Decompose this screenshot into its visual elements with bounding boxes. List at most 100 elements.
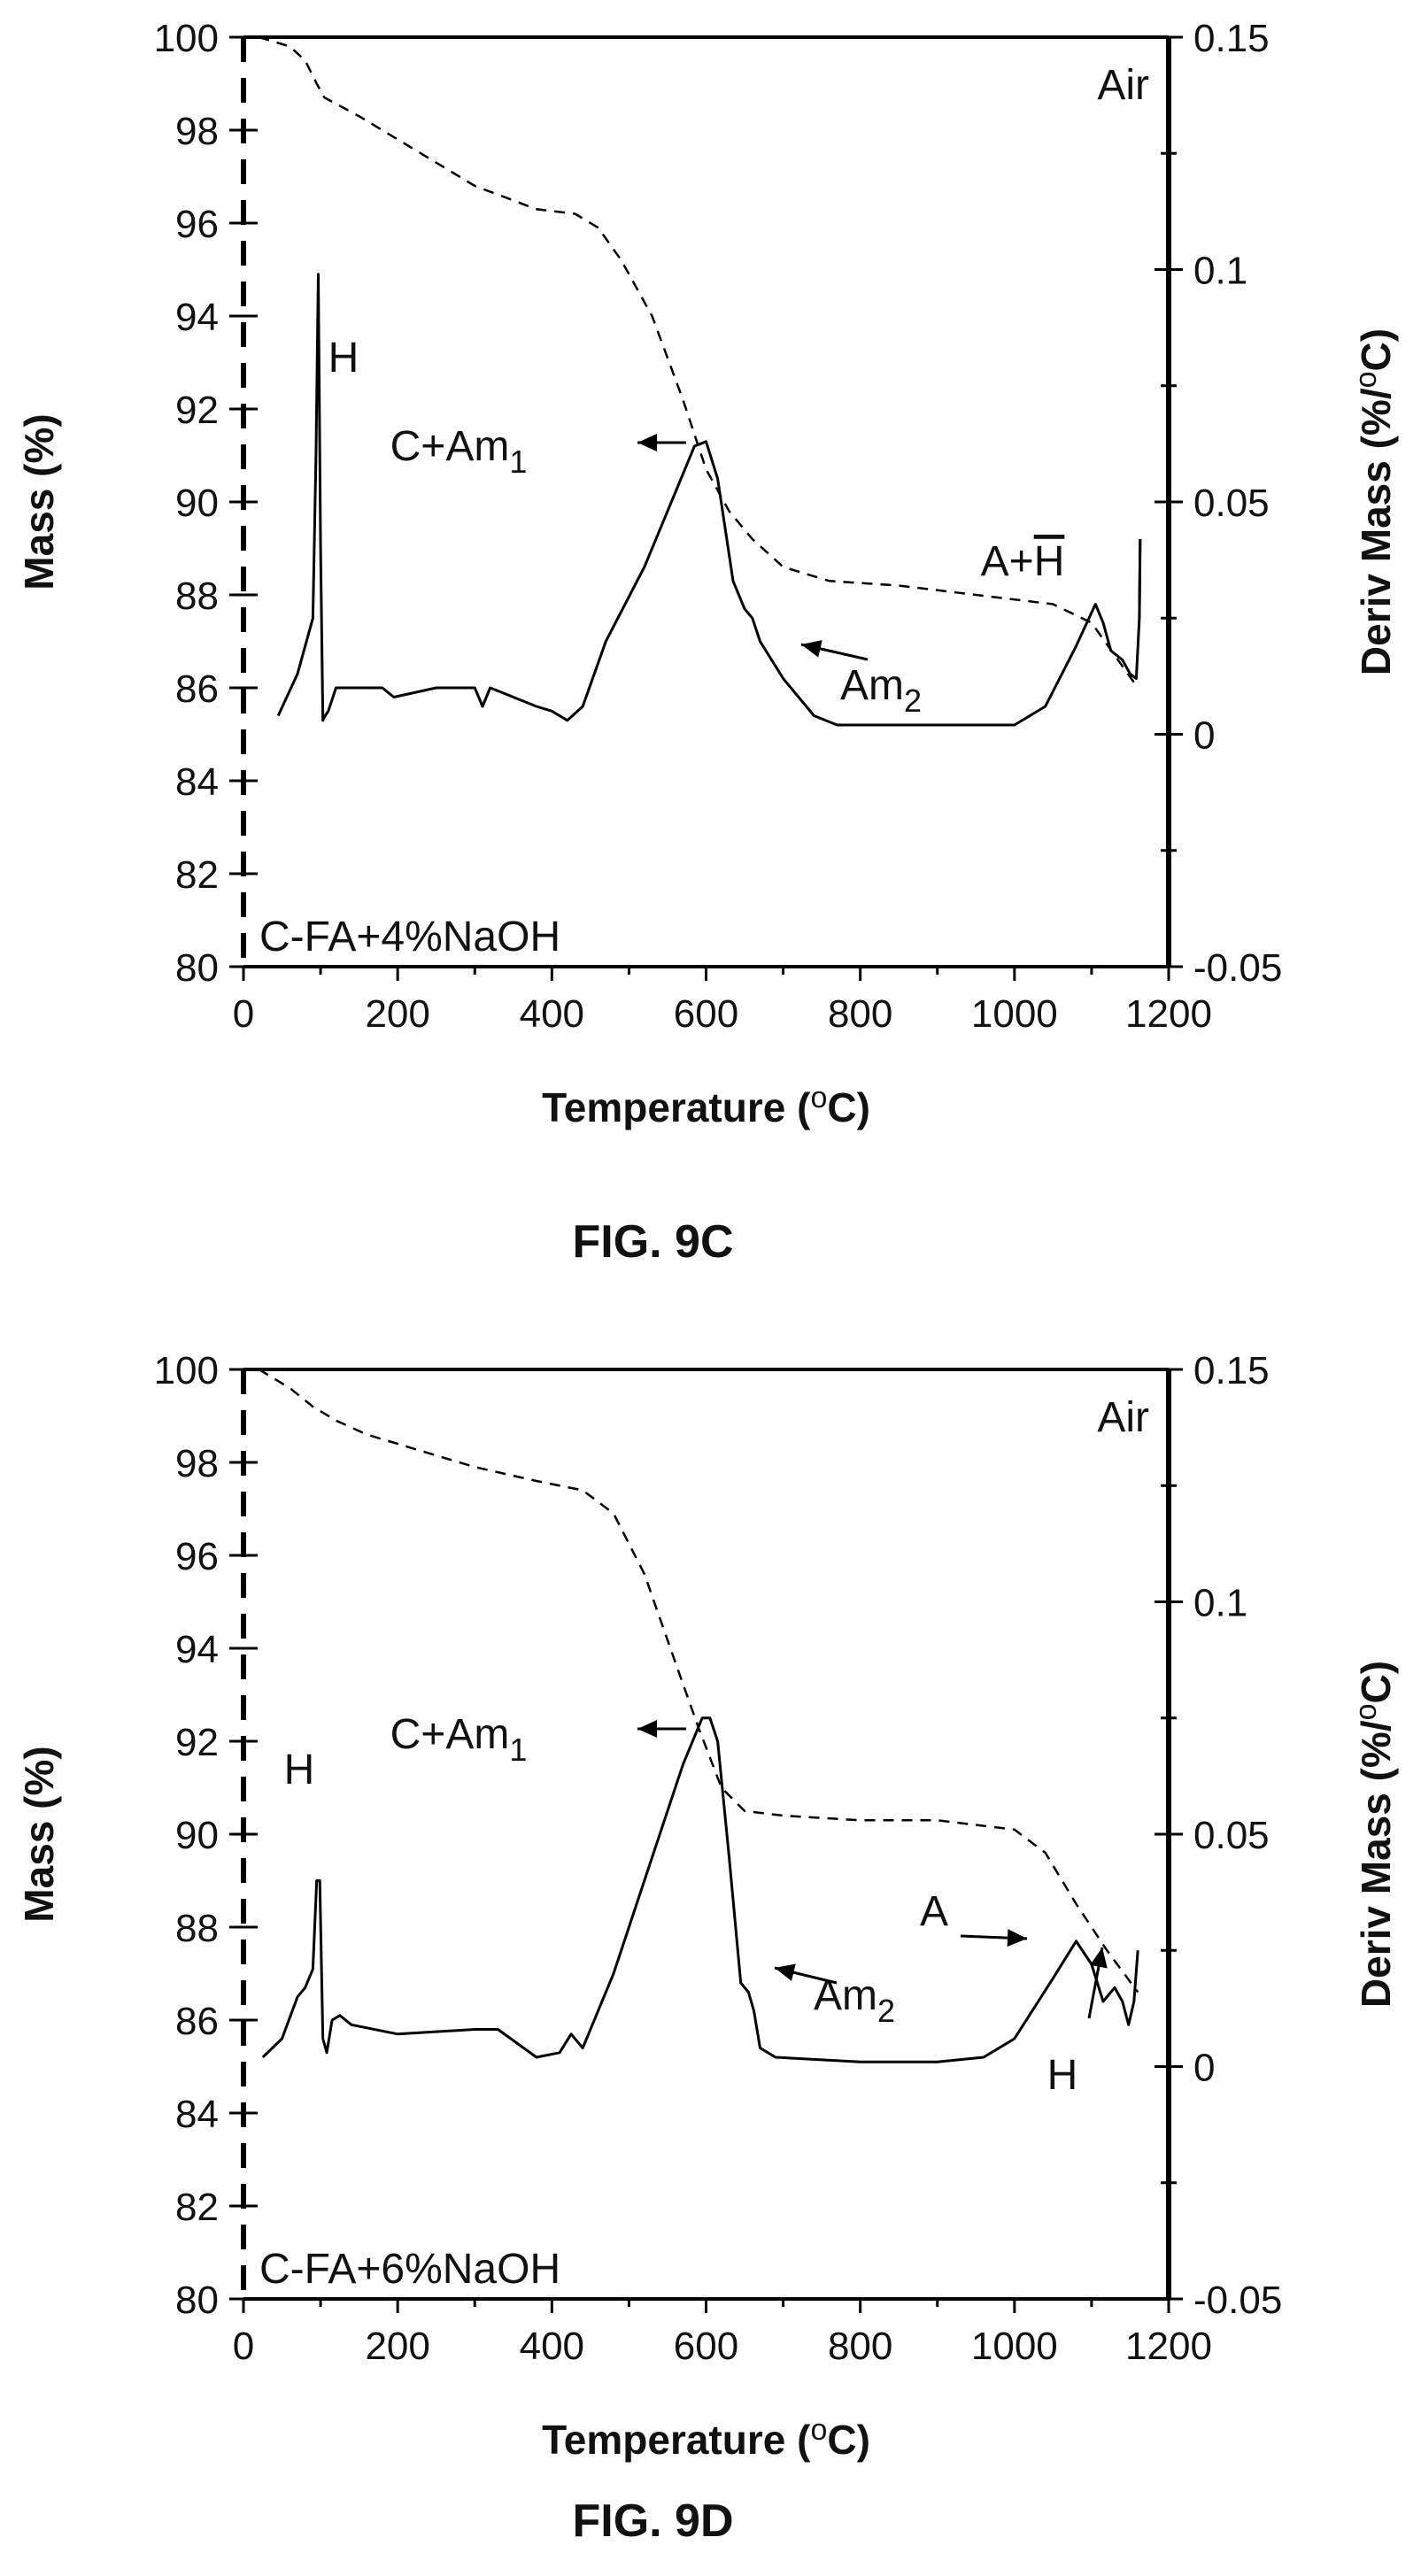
y-right-tick-label: 0.1 [1193, 1582, 1247, 1625]
peak-annotation-subscript: 2 [877, 1993, 895, 2029]
y-left-tick-label: 94 [175, 1628, 219, 1671]
y-right-tick-label: -0.05 [1193, 2279, 1282, 2322]
x-tick-label: 400 [520, 992, 584, 1036]
peak-annotation-subscript: 1 [509, 1731, 527, 1768]
y-right-axis-label-unit: C) [1353, 328, 1399, 372]
peak-annotation-subscript: 2 [904, 683, 922, 719]
deriv-mass-curve-solid [276, 273, 1142, 727]
y-left-axis-label: Mass (%) [16, 413, 62, 590]
peak-annotation-text: H [328, 335, 359, 382]
x-axis-label-degree: o [810, 2413, 827, 2447]
y-left-tick-label: 86 [175, 667, 219, 711]
y-left-tick-label: 90 [175, 1814, 219, 1857]
y-right-tick-label: 0.05 [1193, 482, 1270, 525]
x-axis-label-degree: o [810, 1081, 827, 1114]
mass-curve-dashed [258, 1368, 1139, 1994]
x-axis-label-unit: C) [827, 1084, 870, 1130]
deriv-mass-tail [1138, 538, 1142, 619]
peak-annotation-overbar-letter: H [1034, 538, 1065, 585]
peak-annotation-subscript: 1 [509, 443, 527, 480]
mass-curve-dashed [259, 35, 1139, 689]
sample-label: C-FA+4%NaOH [259, 914, 560, 960]
y-left-tick-label: 100 [154, 1349, 219, 1392]
y-right-axis-label-degree: o [1349, 371, 1383, 388]
y-left-axis-label: Mass (%) [16, 1746, 62, 1922]
deriv-mass-curve-solid [261, 1716, 1139, 2063]
y-right-tick-label: -0.05 [1193, 946, 1282, 990]
figure-label: FIG. 9C [572, 1216, 733, 1268]
x-tick-label: 0 [233, 992, 254, 1036]
y-right-axis-label-degree: o [1349, 1703, 1383, 1720]
y-left-tick-label: 84 [175, 760, 219, 804]
y-right-axis-label: Deriv Mass (%/oC) [1349, 328, 1399, 675]
x-tick-label: 1000 [971, 992, 1058, 1036]
y-right-axis-label-unit: C) [1353, 1661, 1399, 1704]
y-left-tick-label: 84 [175, 2093, 219, 2136]
peak-annotation: H [1047, 2052, 1078, 2099]
chart-panel-9c: 0 200 400 600 800 1000 12008082848688909294969… [16, 17, 1399, 1268]
x-tick-label: 1000 [971, 2325, 1058, 2368]
y-left-tick-label: 96 [175, 203, 219, 246]
peak-annotation-text: C+Am [390, 423, 510, 470]
peak-annotation: A+H [981, 538, 1065, 585]
peak-annotation-text: Am [840, 662, 904, 709]
y-right-tick-label: 0.15 [1193, 1349, 1270, 1392]
x-tick-label: 800 [828, 992, 892, 1036]
y-left-tick-label: 88 [175, 1907, 219, 1950]
x-axis-label-main: Temperature ( [542, 2417, 811, 2463]
x-axis-label: Temperature (oC) [542, 2413, 870, 2463]
peak-annotation: A [920, 1888, 948, 1935]
y-right-tick-label: 0.05 [1193, 1814, 1270, 1857]
chart-panel-9d: 0 200 400 600 800 1000 12008082848688909294969… [16, 1349, 1399, 2547]
x-tick-label: 800 [828, 2325, 892, 2368]
y-left-tick-label: 92 [175, 1721, 219, 1764]
peak-annotation-text: H [284, 1747, 315, 1793]
y-right-axis-label-main: Deriv Mass (%/ [1353, 388, 1399, 675]
y-left-tick-label: 80 [175, 2279, 219, 2322]
peak-annotation: H [328, 335, 359, 382]
peak-annotation: Am2 [840, 662, 922, 719]
peak-annotation-text: C+Am [390, 1711, 510, 1758]
atmosphere-label: Air [1097, 1394, 1149, 1441]
peak-annotation-text: A+ [981, 538, 1034, 585]
x-axis-label-unit: C) [827, 2417, 870, 2463]
peak-annotation: C+Am1 [390, 1711, 528, 1768]
y-left-tick-label: 88 [175, 575, 219, 618]
sample-label: C-FA+6%NaOH [259, 2246, 560, 2293]
y-left-tick-label: 100 [154, 17, 219, 60]
annotation-arrowhead [637, 434, 657, 451]
x-tick-label: 200 [365, 992, 429, 1036]
x-tick-label: 200 [365, 2325, 429, 2368]
annotation-arrowhead [1007, 1929, 1027, 1947]
y-right-tick-label: 0.15 [1193, 17, 1270, 60]
x-tick-label: 400 [520, 2325, 584, 2368]
y-left-tick-label: 92 [175, 389, 219, 432]
x-tick-label: 0 [233, 2325, 254, 2368]
y-left-tick-label: 98 [175, 110, 219, 153]
y-left-tick-label: 90 [175, 482, 219, 525]
y-right-tick-label: 0 [1193, 714, 1215, 758]
x-axis-label-main: Temperature ( [542, 1084, 811, 1130]
y-left-tick-label: 94 [175, 296, 219, 339]
y-right-tick-label: 0.1 [1193, 250, 1247, 293]
atmosphere-label: Air [1097, 62, 1149, 109]
annotation-arrowhead [1090, 1947, 1108, 1969]
figure-label: FIG. 9D [572, 2495, 733, 2547]
y-left-tick-label: 82 [175, 2186, 219, 2229]
annotation-arrowhead [775, 1963, 796, 1981]
x-tick-label: 1200 [1125, 992, 1212, 1036]
x-tick-label: 600 [674, 2325, 738, 2368]
peak-annotation-text: A [920, 1888, 948, 1935]
y-left-tick-label: 96 [175, 1535, 219, 1578]
peak-annotation: C+Am1 [390, 423, 528, 480]
y-left-tick-label: 80 [175, 946, 219, 990]
peak-annotation: H [284, 1747, 315, 1793]
y-right-axis-label: Deriv Mass (%/oC) [1349, 1661, 1399, 2008]
y-right-axis-label-main: Deriv Mass (%/ [1353, 1720, 1399, 2008]
x-tick-label: 600 [674, 992, 738, 1036]
x-axis-label: Temperature (oC) [542, 1081, 870, 1130]
annotation-arrowhead [801, 640, 822, 658]
y-left-tick-label: 86 [175, 2000, 219, 2043]
y-right-tick-label: 0 [1193, 2047, 1215, 2090]
